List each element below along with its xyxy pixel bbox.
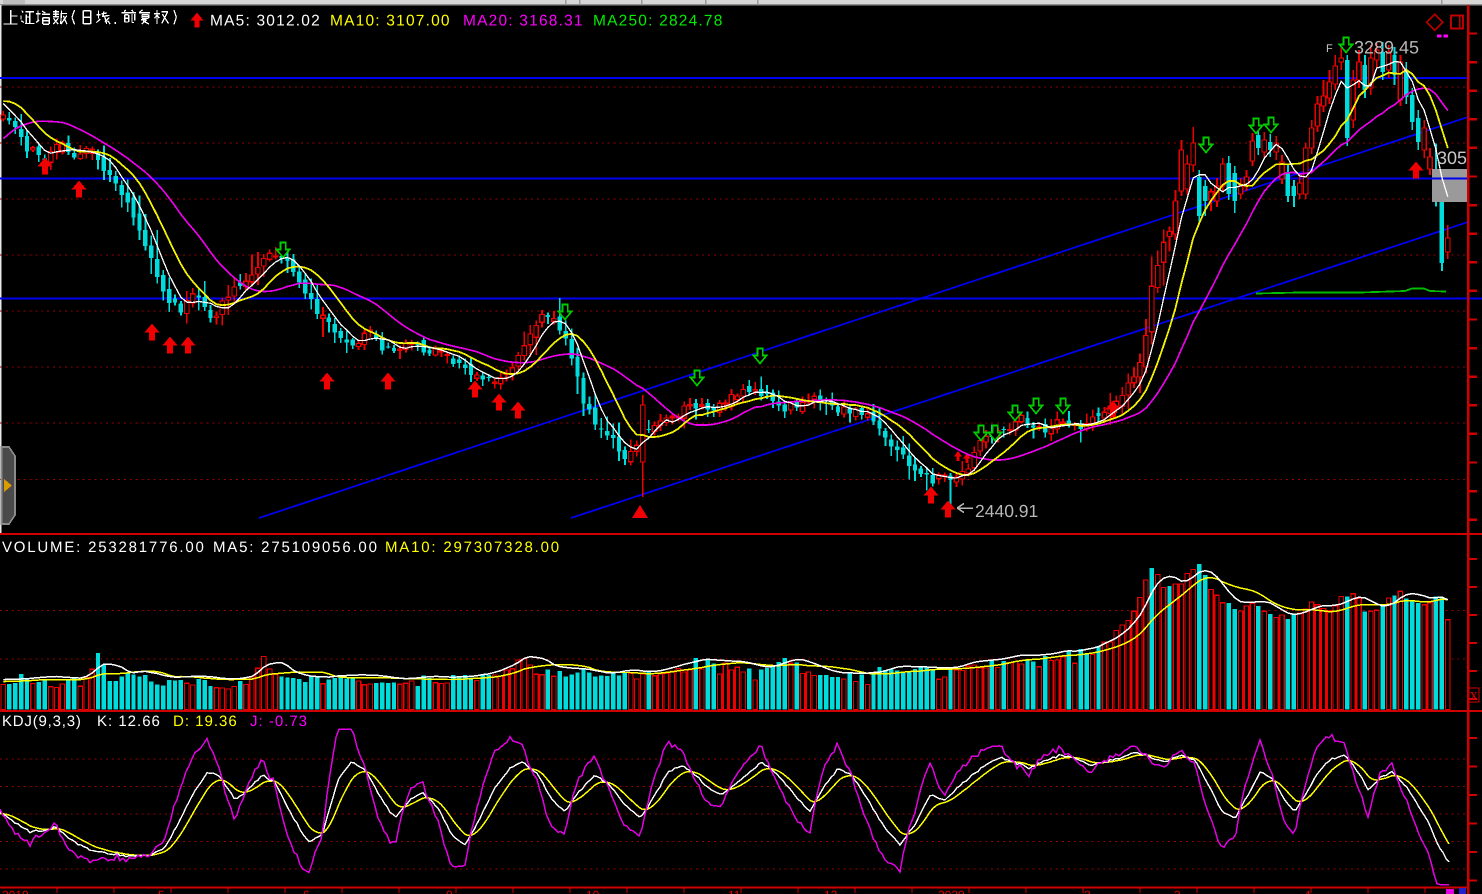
- svg-text:MA10: 3107.00: MA10: 3107.00: [330, 13, 451, 30]
- svg-text:MA20: 3168.31: MA20: 3168.31: [463, 13, 584, 30]
- svg-text:9: 9: [446, 888, 453, 894]
- svg-text:J: -0.73: J: -0.73: [250, 713, 308, 730]
- svg-text:X: X: [1470, 689, 1479, 703]
- svg-text:2019: 2019: [2, 888, 29, 894]
- svg-text:2440.91: 2440.91: [975, 501, 1038, 521]
- svg-text:3289.45: 3289.45: [1354, 38, 1419, 58]
- svg-text:4: 4: [1304, 888, 1311, 894]
- svg-text:11: 11: [728, 888, 741, 894]
- svg-text:305: 305: [1437, 148, 1467, 168]
- svg-text:VOLUME: 253281776.00: VOLUME: 253281776.00: [2, 539, 206, 556]
- svg-text:6: 6: [303, 888, 310, 894]
- svg-text:K: 12.66: K: 12.66: [97, 713, 161, 730]
- svg-text:10: 10: [586, 888, 600, 894]
- svg-text:2: 2: [1084, 888, 1091, 894]
- svg-text:D: 19.36: D: 19.36: [173, 713, 238, 730]
- svg-text:MA5: 275109056.00: MA5: 275109056.00: [213, 539, 379, 556]
- svg-text:2020: 2020: [938, 888, 965, 894]
- svg-text:MA10: 297307328.00: MA10: 297307328.00: [385, 539, 561, 556]
- svg-text:5: 5: [158, 888, 165, 894]
- svg-text:KDJ(9,3,3): KDJ(9,3,3): [2, 713, 82, 730]
- svg-text:MA250: 2824.78: MA250: 2824.78: [593, 13, 724, 30]
- svg-text:12: 12: [824, 888, 838, 894]
- svg-text:3: 3: [1174, 888, 1181, 894]
- svg-text:F: F: [1326, 43, 1333, 55]
- svg-text:MA5: 3012.02: MA5: 3012.02: [210, 13, 321, 30]
